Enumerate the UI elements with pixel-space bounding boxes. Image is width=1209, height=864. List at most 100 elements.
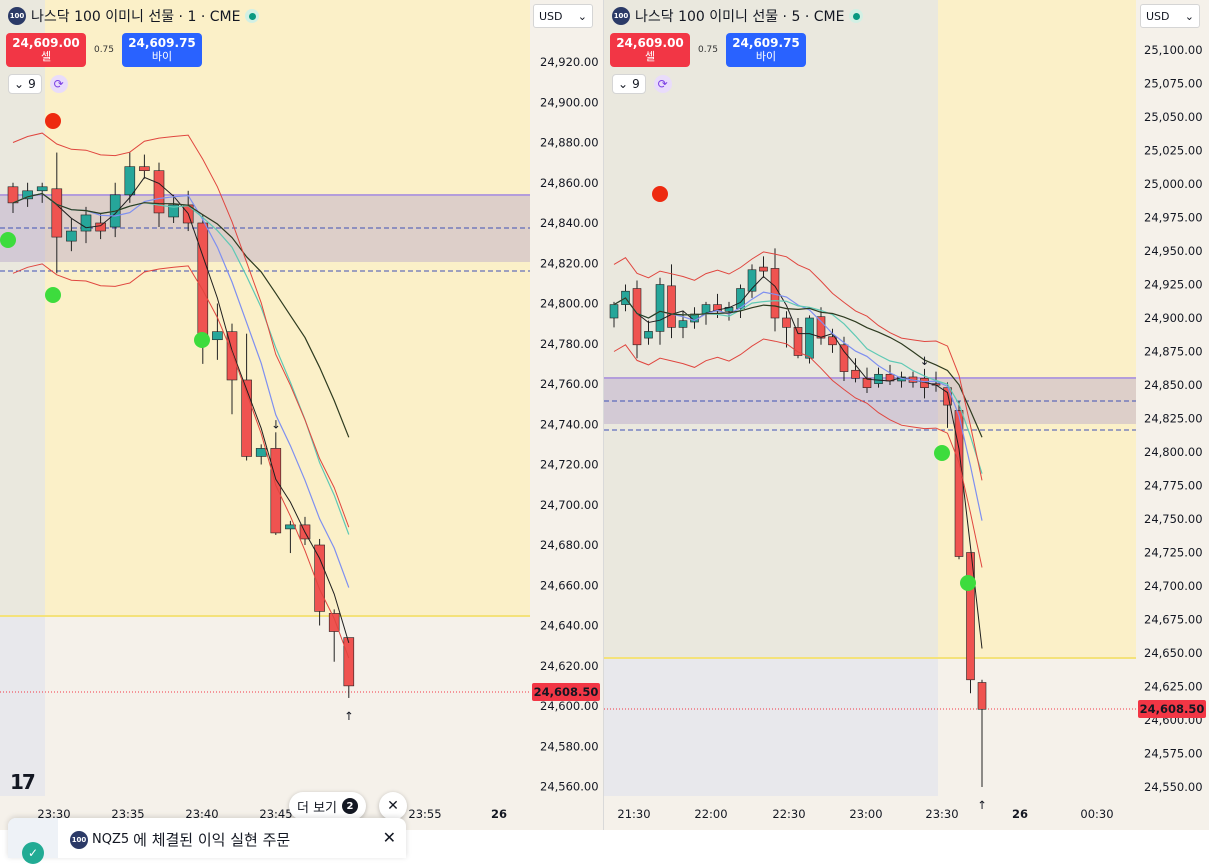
- candle-body: [22, 190, 33, 200]
- check-icon: ✓: [22, 842, 44, 864]
- pane-divider[interactable]: [603, 0, 604, 830]
- buy-signal-marker: [960, 575, 976, 591]
- candle-body: [828, 336, 837, 346]
- bollinger-upper-line: [12, 132, 350, 528]
- price-tick-label: 24,550.00: [1144, 780, 1203, 794]
- indicator-row: ⌄ 9 ⟳: [612, 74, 672, 94]
- time-tick-label: 23:55: [408, 807, 441, 821]
- toast-message: 100 NQZ5 에 체결된 이익 실현 주문: [70, 829, 290, 850]
- tradingview-logo-icon[interactable]: 17: [10, 770, 36, 794]
- chart-pane-1min[interactable]: ↑ ↓ 24,920.00 24,900.00 24,880.00 24,860.00 24…: [0, 0, 603, 830]
- time-tick-label: 26: [1012, 807, 1028, 821]
- currency-select[interactable]: USD ⌄: [533, 4, 593, 28]
- order-notification-toast: ✓ 100 NQZ5 에 체결된 이익 실현 주문 ✕: [8, 818, 406, 864]
- price-tick-label: 24,840.00: [540, 216, 599, 230]
- candle-body: [226, 331, 238, 381]
- price-tick-label: 24,725.00: [1144, 546, 1203, 560]
- chevron-down-icon: ⌄: [14, 77, 25, 91]
- price-tick-label: 24,600.00: [540, 699, 599, 713]
- last-price-badge: [1138, 700, 1206, 718]
- sell-signal-marker: [45, 113, 61, 129]
- candle-body: [759, 266, 768, 272]
- chart-title[interactable]: 나스닥 100 이미니 선물 · 1 · CME: [31, 9, 241, 25]
- symbol-icon: 100: [8, 7, 26, 25]
- time-tick-label: 26: [491, 807, 507, 821]
- time-tick-label: 21:30: [617, 807, 650, 821]
- chart-title[interactable]: 나스닥 100 이미니 선물 · 5 · CME: [635, 9, 845, 25]
- candle-body: [197, 222, 209, 341]
- price-tick-label: 24,750.00: [1144, 512, 1203, 526]
- candle-body: [153, 170, 165, 214]
- sell-label: 셀: [40, 50, 52, 63]
- price-tick-label: 24,880.00: [540, 136, 599, 150]
- buy-button[interactable]: 24,609.75 바이: [122, 33, 202, 67]
- notification-count-badge: 2: [342, 798, 359, 814]
- sell-signal-marker: [652, 186, 668, 202]
- toast-text: 에 체결된 이익 실현 주문: [133, 831, 291, 849]
- chart-legend: 100 나스닥 100 이미니 선물 · 1 · CME: [8, 6, 260, 26]
- candle-body: [977, 682, 987, 710]
- price-tick-label: 24,760.00: [540, 377, 599, 391]
- candle-body: [212, 331, 223, 341]
- price-tick-label: 24,700.00: [1144, 579, 1203, 593]
- sync-icon[interactable]: ⟳: [653, 75, 672, 93]
- down-arrow-icon: ↓: [271, 417, 281, 431]
- price-tick-label: 25,050.00: [1144, 110, 1203, 124]
- bollinger-lower-line: [613, 338, 983, 568]
- chart-canvas[interactable]: ↑ ↓ 24,920.00 24,900.00 24,880.00 24,860.00 24…: [0, 0, 603, 830]
- sell-price: 24,609.00: [616, 36, 684, 50]
- sell-label: 셀: [644, 50, 656, 63]
- price-tick-label: 24,680.00: [540, 538, 599, 552]
- price-tick-label: 24,660.00: [540, 578, 599, 592]
- price-tick-label: 25,075.00: [1144, 77, 1203, 91]
- close-icon[interactable]: ✕: [382, 828, 396, 847]
- indicators-toggle-button[interactable]: ⌄ 9: [612, 74, 646, 94]
- show-more-button[interactable]: 더 보기 2: [289, 792, 367, 820]
- time-tick-label: 22:00: [694, 807, 727, 821]
- chart-canvas[interactable]: ↑ ↓ 25,100.00 25,075.00 25,050.00 25,025.00 25…: [604, 0, 1209, 830]
- spread-value: 0.75: [697, 45, 719, 55]
- spread-value: 0.75: [93, 45, 115, 55]
- currency-select[interactable]: USD ⌄: [1140, 4, 1200, 28]
- sma-long-line: [613, 297, 983, 438]
- time-tick-label: 23:40: [185, 807, 218, 821]
- chevron-down-icon: ⌄: [577, 9, 587, 23]
- price-tick-label: 24,720.00: [540, 458, 599, 472]
- price-tick-label: 24,700.00: [540, 498, 599, 512]
- sell-button[interactable]: 24,609.00 셀: [6, 33, 86, 67]
- pre-session-band: [0, 0, 45, 796]
- time-tick-label: 23:00: [849, 807, 882, 821]
- sync-icon[interactable]: ⟳: [49, 75, 68, 93]
- chart-legend: 100 나스닥 100 이미니 선물 · 5 · CME: [612, 6, 864, 26]
- market-open-icon: [245, 9, 260, 23]
- candle-body: [51, 188, 63, 238]
- buy-label: 바이: [151, 50, 173, 63]
- toast-symbol[interactable]: NQZ5: [92, 832, 130, 847]
- candle-body: [36, 186, 48, 192]
- price-tick-label: 24,925.00: [1144, 278, 1203, 292]
- buy-signal-marker: [45, 287, 61, 303]
- trade-panel: 24,609.00 셀 0.75 24,609.75 바이: [610, 33, 806, 67]
- chart-pane-5min[interactable]: ↑ ↓ 25,100.00 25,075.00 25,050.00 25,025.00 25…: [604, 0, 1209, 830]
- price-tick-label: 24,875.00: [1144, 345, 1203, 359]
- price-tick-label: 24,675.00: [1144, 613, 1203, 627]
- price-tick-label: 24,920.00: [540, 55, 599, 69]
- indicators-count: 9: [632, 77, 640, 91]
- indicators-toggle-button[interactable]: ⌄ 9: [8, 74, 42, 94]
- bollinger-upper-line: [613, 251, 983, 481]
- close-icon[interactable]: ✕: [379, 792, 407, 820]
- sell-button[interactable]: 24,609.00 셀: [610, 33, 690, 67]
- buy-signal-marker: [934, 445, 950, 461]
- price-tick-label: 24,640.00: [540, 619, 599, 633]
- price-tick-label: 24,780.00: [540, 337, 599, 351]
- buy-button[interactable]: 24,609.75 바이: [726, 33, 806, 67]
- candle-body: [168, 204, 179, 218]
- bollinger-lower-line: [12, 263, 350, 659]
- price-tick-label: 24,650.00: [1144, 646, 1203, 660]
- candle-body: [966, 552, 975, 681]
- buy-signal-marker: [194, 332, 210, 348]
- candle-body: [95, 222, 106, 232]
- price-tick-label: 24,975.00: [1144, 211, 1203, 225]
- candle-body: [713, 304, 722, 312]
- time-tick-label: 23:30: [925, 807, 958, 821]
